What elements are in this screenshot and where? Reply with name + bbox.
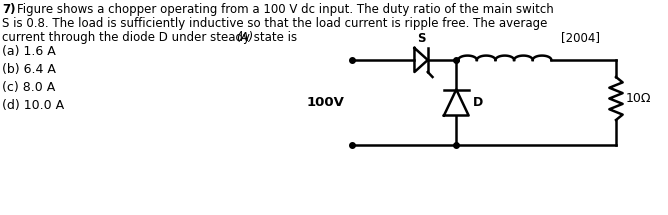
Text: (b) 6.4 A: (b) 6.4 A (2, 63, 55, 76)
Text: (a) 1.6 A: (a) 1.6 A (2, 45, 55, 58)
Text: [2004]: [2004] (561, 31, 600, 44)
Text: 10Ω: 10Ω (625, 92, 651, 105)
Text: S is 0.8. The load is sufficiently inductive so that the load current is ripple : S is 0.8. The load is sufficiently induc… (2, 17, 547, 30)
Text: 100V: 100V (306, 96, 344, 109)
Text: (c) 8.0 A: (c) 8.0 A (2, 81, 55, 94)
Text: (d) 10.0 A: (d) 10.0 A (2, 99, 64, 112)
Text: Figure shows a chopper operating from a 100 V dc input. The duty ratio of the ma: Figure shows a chopper operating from a … (17, 3, 554, 16)
Text: current through the diode D under steady state is: current through the diode D under steady… (2, 31, 297, 44)
Text: D: D (472, 96, 483, 109)
Text: 7): 7) (2, 3, 15, 16)
Text: (A): (A) (236, 31, 253, 44)
Text: S: S (417, 32, 426, 45)
